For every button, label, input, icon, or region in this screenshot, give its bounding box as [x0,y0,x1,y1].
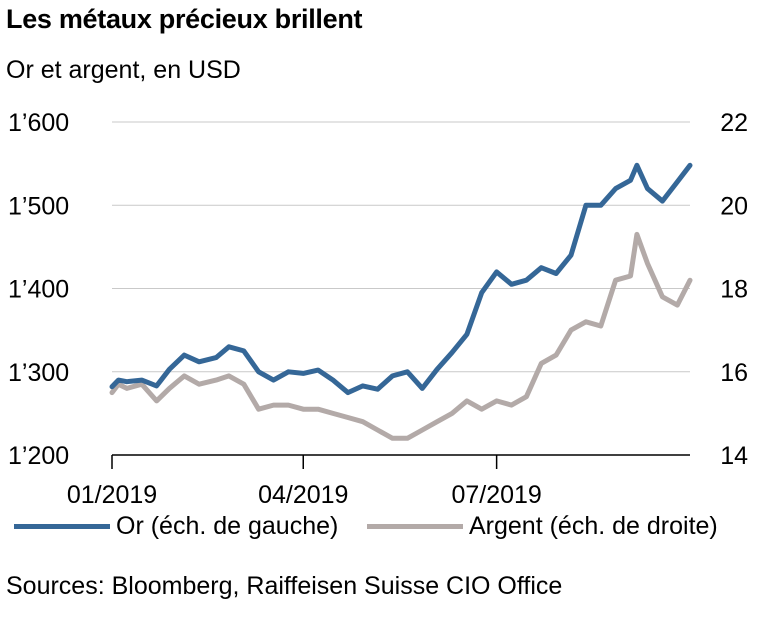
legend-item-gold: Or (éch. de gauche) [14,512,338,541]
y-left-tick-label: 1’300 [8,359,69,387]
y-left-tick-label: 1’600 [8,109,69,137]
legend-item-silver: Argent (éch. de droite) [367,512,718,541]
y-left-tick-label: 1’200 [8,442,69,470]
x-tick-label: 07/2019 [451,481,541,509]
legend-label-gold: Or (éch. de gauche) [116,512,339,540]
x-tick-label: 01/2019 [67,481,157,509]
legend-swatch-gold [14,524,110,529]
chart-plot: 1’200 14 1’300 16 1’400 18 1’500 20 1’600 22 01/20… [8,109,748,509]
y-right-tick-label: 14 [720,442,748,470]
y-right-tick-label: 18 [720,276,748,304]
y-left-tick-label: 1’500 [8,192,69,220]
y-right-tick-label: 22 [720,109,748,137]
x-tick-label: 04/2019 [258,481,348,509]
legend-swatch-silver [367,524,463,529]
source-note: Sources: Bloomberg, Raiffeisen Suisse CI… [6,572,563,600]
chart-title: Les métaux précieux brillent [6,4,363,34]
series-line-silver [109,231,693,441]
chart-subtitle: Or et argent, en USD [6,56,241,84]
series-line-gold [109,162,693,396]
legend-label-silver: Argent (éch. de droite) [469,512,718,540]
y-right-tick-label: 16 [720,359,748,387]
y-right-tick-label: 20 [720,192,748,220]
y-left-tick-label: 1’400 [8,276,69,304]
